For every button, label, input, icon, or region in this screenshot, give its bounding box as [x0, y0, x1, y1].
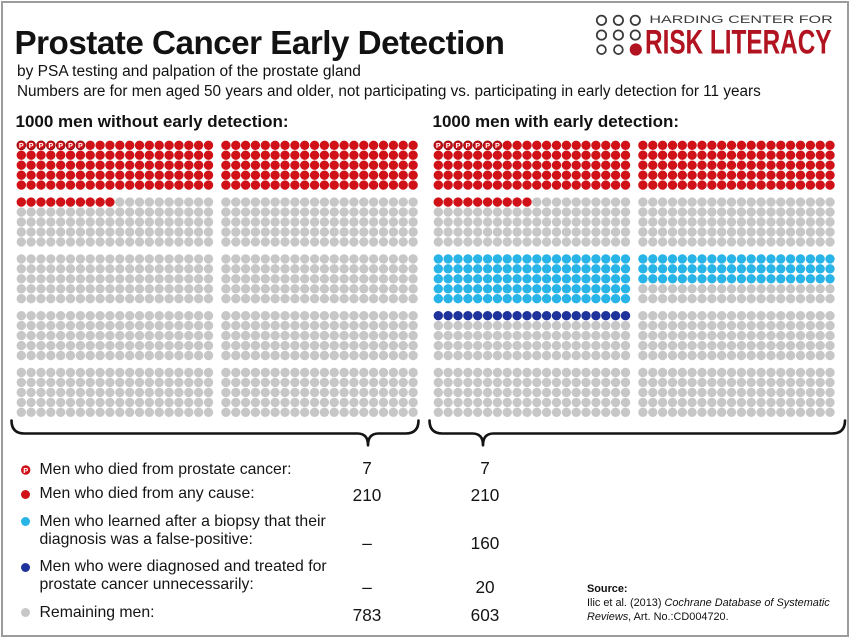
- svg-text:RISK LITERACY: RISK LITERACY: [645, 24, 832, 62]
- svg-text:P: P: [23, 466, 28, 475]
- svg-text:P: P: [475, 141, 480, 150]
- svg-text:P: P: [29, 141, 34, 150]
- svg-text:P: P: [485, 141, 490, 150]
- svg-text:P: P: [39, 141, 44, 150]
- svg-text:P: P: [495, 141, 500, 150]
- svg-text:P: P: [19, 141, 24, 150]
- svg-text:HARDING CENTER FOR: HARDING CENTER FOR: [649, 14, 832, 26]
- svg-text:P: P: [446, 141, 451, 150]
- svg-text:P: P: [466, 141, 471, 150]
- svg-text:P: P: [456, 141, 461, 150]
- svg-text:P: P: [78, 141, 83, 150]
- svg-text:P: P: [48, 141, 53, 150]
- svg-text:P: P: [436, 141, 441, 150]
- svg-text:P: P: [68, 141, 73, 150]
- svg-text:P: P: [58, 141, 63, 150]
